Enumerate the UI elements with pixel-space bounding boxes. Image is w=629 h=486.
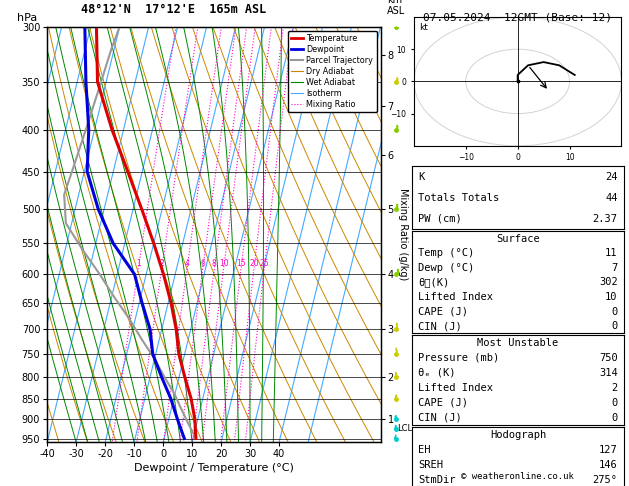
Text: kt: kt [419,23,428,33]
Text: 4: 4 [184,260,189,268]
Text: 24: 24 [605,172,618,182]
Text: 8: 8 [212,260,217,268]
Text: 1: 1 [136,260,141,268]
Text: hPa: hPa [17,13,37,22]
Text: Lifted Index: Lifted Index [418,383,493,393]
Text: 7: 7 [611,263,618,273]
X-axis label: Dewpoint / Temperature (°C): Dewpoint / Temperature (°C) [134,463,294,473]
Text: 146: 146 [599,460,618,470]
Text: CIN (J): CIN (J) [418,413,462,423]
Text: CAPE (J): CAPE (J) [418,307,469,316]
Text: 127: 127 [599,445,618,455]
Text: 6: 6 [200,260,205,268]
Text: Pressure (mb): Pressure (mb) [418,353,499,363]
Text: K: K [418,172,425,182]
Text: Totals Totals: Totals Totals [418,193,499,203]
Text: 44: 44 [605,193,618,203]
Text: 275°: 275° [593,475,618,485]
Text: 0: 0 [611,321,618,331]
Text: 314: 314 [599,368,618,378]
Text: 0: 0 [611,307,618,316]
Text: Temp (°C): Temp (°C) [418,248,475,258]
Text: 2: 2 [611,383,618,393]
Text: 0: 0 [611,413,618,423]
Text: 2: 2 [159,260,164,268]
Text: 15: 15 [237,260,246,268]
Text: Dewp (°C): Dewp (°C) [418,263,475,273]
Text: 10: 10 [605,292,618,302]
Text: 750: 750 [599,353,618,363]
Text: 20: 20 [249,260,259,268]
Y-axis label: Mixing Ratio (g/kg): Mixing Ratio (g/kg) [398,189,408,280]
Text: StmDir: StmDir [418,475,456,485]
Text: EH: EH [418,445,431,455]
Text: 25: 25 [259,260,269,268]
Text: 302: 302 [599,278,618,287]
Text: Lifted Index: Lifted Index [418,292,493,302]
Text: © weatheronline.co.uk: © weatheronline.co.uk [460,472,574,481]
Text: LCL: LCL [398,424,413,434]
Text: SREH: SREH [418,460,443,470]
Text: Most Unstable: Most Unstable [477,338,559,348]
Text: CAPE (J): CAPE (J) [418,398,469,408]
Text: km
ASL: km ASL [387,0,406,17]
Text: CIN (J): CIN (J) [418,321,462,331]
Text: θₑ (K): θₑ (K) [418,368,456,378]
Text: 11: 11 [605,248,618,258]
Text: 0: 0 [611,398,618,408]
Text: 48°12'N  17°12'E  165m ASL: 48°12'N 17°12'E 165m ASL [81,3,267,17]
Text: Surface: Surface [496,234,540,243]
Text: 10: 10 [219,260,228,268]
Text: 2.37: 2.37 [593,214,618,224]
Text: θᴇ(K): θᴇ(K) [418,278,450,287]
Text: PW (cm): PW (cm) [418,214,462,224]
Text: 07.05.2024  12GMT (Base: 12): 07.05.2024 12GMT (Base: 12) [423,12,611,22]
Legend: Temperature, Dewpoint, Parcel Trajectory, Dry Adiabat, Wet Adiabat, Isotherm, Mi: Temperature, Dewpoint, Parcel Trajectory… [288,31,377,112]
Text: Hodograph: Hodograph [490,430,546,440]
